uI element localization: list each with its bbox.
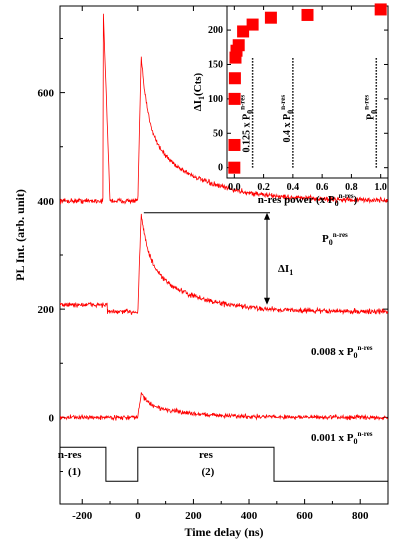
inset-plot: 0.0 0.2 0.4 0.6 0.8 1.0 0 50 100 150 200 n-res powe…	[192, 3, 389, 208]
trace-line-1	[60, 213, 388, 316]
y-tick-label: 200	[38, 304, 55, 316]
inset-x-tick-label: 1.0	[374, 182, 387, 193]
x-tick-label: 600	[296, 510, 313, 522]
y-tick-label: 400	[38, 196, 55, 208]
annotation-arrow-head-down	[264, 297, 270, 305]
pulse-label-0: n-res	[58, 449, 82, 461]
pulse-scheme-line	[60, 446, 388, 482]
inset-y-tick-label: 150	[208, 59, 223, 70]
inset-x-tick-label: 0.8	[345, 182, 358, 193]
inset-vline-label-0: 0.125 x P0n-res	[239, 95, 255, 153]
annotation-arrow-head-up	[264, 212, 270, 220]
inset-marker	[228, 72, 241, 85]
traces	[60, 13, 388, 422]
inset-y-tick-label: 0	[218, 163, 223, 174]
inset-x-tick-label: 0.6	[316, 182, 329, 193]
y-tick-label: 600	[38, 88, 55, 100]
x-tick-label: 200	[185, 510, 202, 522]
trace-label-1: 0.008 x P0n-res	[311, 344, 373, 360]
pulse-label-3: (2)	[201, 466, 214, 478]
x-tick-label: 400	[241, 510, 258, 522]
x-axis-title: Time delay (ns)	[184, 525, 263, 539]
inset-frame	[226, 5, 389, 179]
trace-label-2: 0.001 x P0n-res	[311, 430, 373, 446]
inset-x-axis-title: n-res power (x P0n-res)	[258, 192, 358, 208]
inset-x-tick-label: 0.0	[228, 182, 241, 193]
inset-marker	[264, 11, 277, 24]
x-tick-label: -200	[72, 510, 93, 522]
x-tick-label: 0	[135, 510, 141, 522]
inset-y-tick-label: 200	[208, 25, 223, 36]
annotation-label: ΔI1	[278, 263, 293, 277]
inset-x-tick-label: 0.4	[287, 182, 300, 193]
inset-y-tick-label: 100	[208, 94, 223, 105]
pulse-label-2: res	[199, 449, 214, 461]
inset-vline-label-2: P0n-res	[362, 95, 378, 120]
inset-vline-label-1: 0.4 x P0n-res	[279, 95, 295, 143]
x-tick-label: 800	[352, 510, 369, 522]
inset-y-tick-label: 50	[213, 128, 223, 139]
y-tick-label: 0	[49, 412, 55, 424]
trace-line-2	[60, 392, 388, 422]
inset-x-tick-label: 0.2	[257, 182, 270, 193]
inset-marker	[228, 161, 241, 174]
pulse-label-1: (1)	[68, 466, 81, 478]
inset-marker	[237, 25, 250, 38]
inset-marker	[246, 18, 259, 31]
main-plot: -200 0 200 400 600 800 0 200 400 600 Time delay (n…	[13, 5, 389, 539]
inset-marker	[228, 138, 241, 151]
trace-line-0	[60, 13, 388, 205]
inset-marker	[228, 92, 241, 105]
y-axis-title: PL Int. (arb. unit)	[13, 189, 27, 281]
inset-y-axis-title: ΔI1(Cts)	[192, 72, 206, 111]
inset-marker	[374, 3, 387, 16]
inset-marker	[301, 8, 314, 21]
inset-marker	[232, 39, 245, 52]
trace-label-0: P0n-res	[322, 231, 348, 247]
